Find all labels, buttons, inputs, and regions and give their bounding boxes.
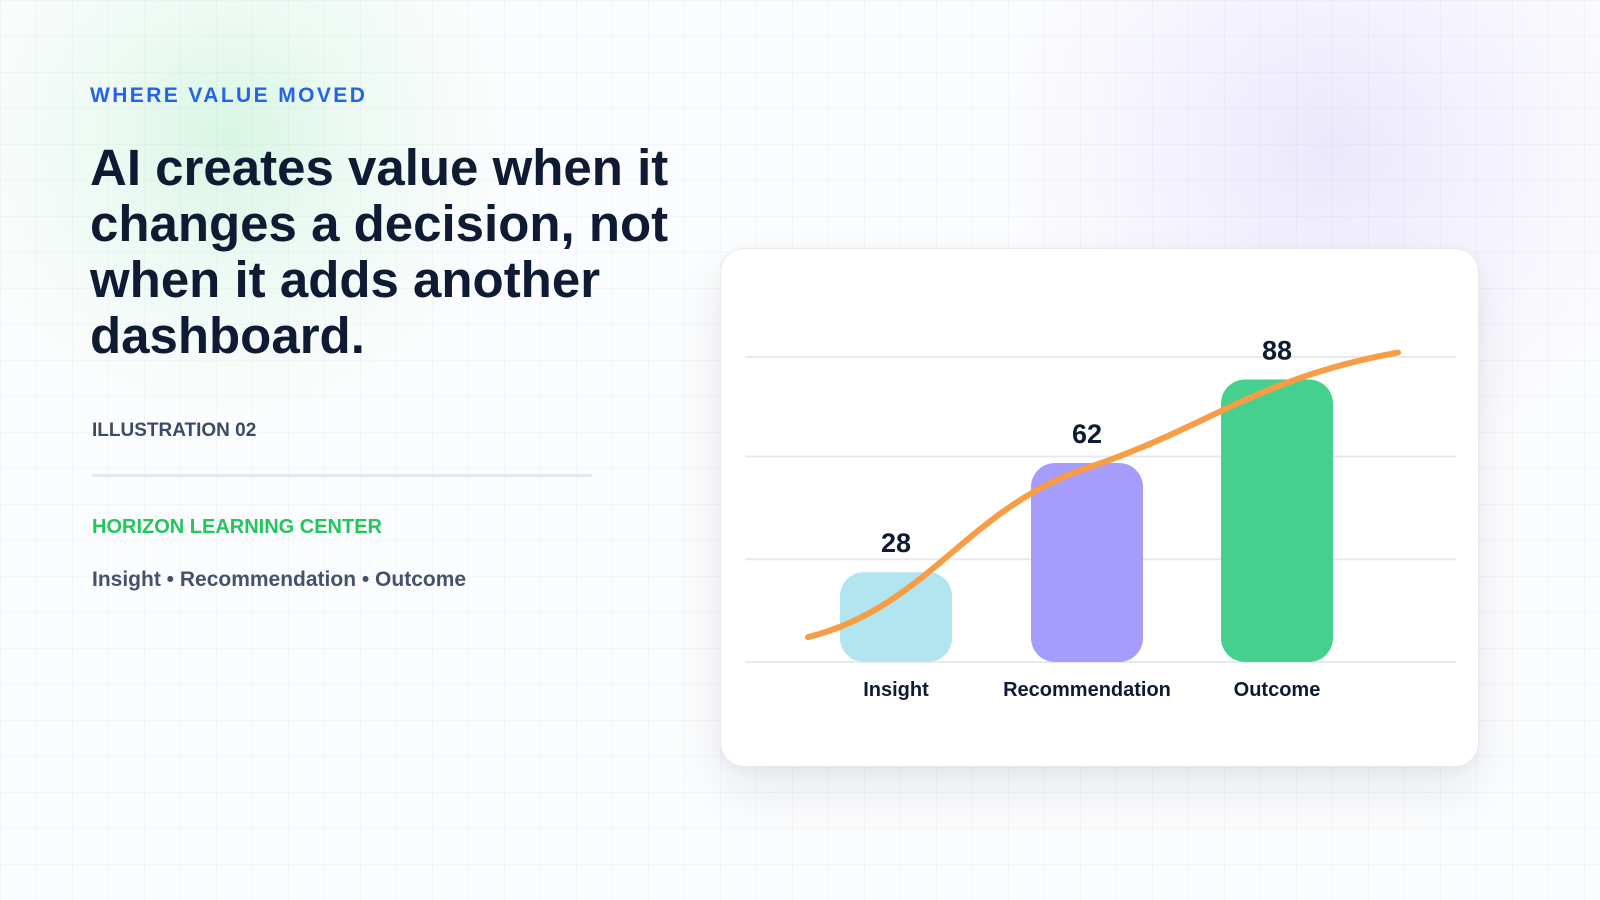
category-label: Outcome — [1234, 679, 1321, 701]
divider — [92, 474, 592, 477]
headline: AI creates value when it changes a decis… — [90, 139, 669, 364]
category-label: Recommendation — [1003, 679, 1171, 701]
value-label: 28 — [881, 528, 911, 558]
value-label: 62 — [1072, 419, 1102, 449]
bar-recommendation — [1031, 462, 1143, 662]
illustration-label: ILLUSTRATION 02 — [92, 420, 257, 441]
stage-caption: Insight • Recommendation • Outcome — [92, 568, 467, 591]
bar-chart: 28 Insight 62 Recommendation 88 Outcome — [745, 336, 1456, 701]
trend-line — [805, 349, 1401, 641]
chart-card: 28 Insight 62 Recommendation 88 Outcome — [720, 248, 1479, 767]
value-label: 88 — [1262, 336, 1292, 366]
eyebrow-label: WHERE VALUE MOVED — [90, 84, 368, 107]
bar-outcome — [1221, 379, 1333, 662]
bar-insight — [840, 572, 952, 662]
organization-name: HORIZON LEARNING CENTER — [92, 516, 382, 538]
category-label: Insight — [863, 679, 929, 701]
